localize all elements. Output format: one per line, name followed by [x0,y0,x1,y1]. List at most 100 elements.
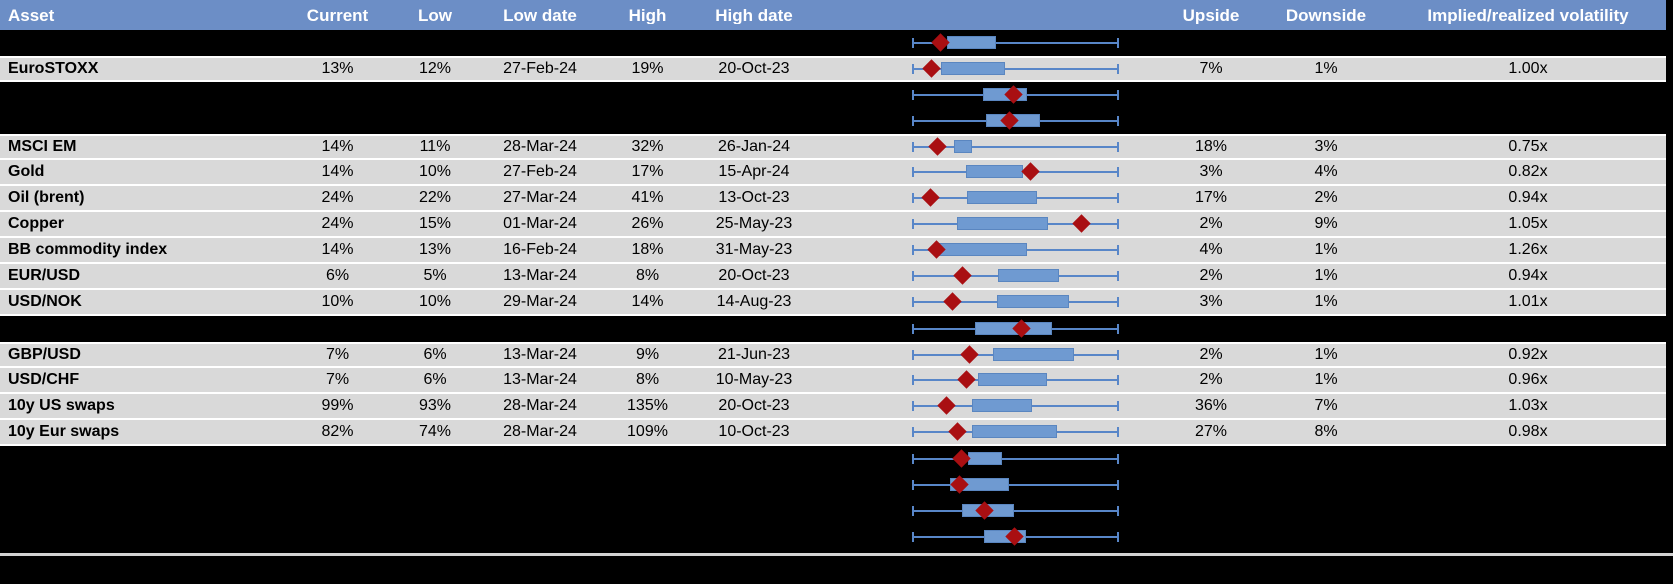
cell-current: 10% [321,294,354,310]
current-diamond [922,59,941,78]
box [997,295,1069,308]
cell-downside: 4% [1314,164,1338,180]
boxplot [808,58,1160,80]
cell-current: 14% [321,164,354,180]
cell-upside: 3% [1199,164,1223,180]
cell-high-date: 13-Oct-23 [718,190,790,206]
whisker-cap-right [1117,167,1119,177]
whisker-cap-left [912,532,914,542]
whisker-cap-left [912,401,914,411]
table-row-msci-em: MSCI EM 14% 11% 28-Mar-24 32% 26-Jan-24 18% 3% 0… [0,134,1666,160]
whisker-cap-left [912,480,914,490]
cell-upside: 2% [1199,216,1223,232]
volatility-table: Asset Current Low Low date High High date Upsi… [0,0,1666,550]
cell-implied-realized: 0.75x [1508,139,1548,155]
cell-current: 7% [325,347,350,363]
table-row-copper: Copper 24% 15% 01-Mar-24 26% 25-May-23 2% 9% 1.0… [0,212,1666,238]
cell-implied-realized: 0.94x [1508,190,1548,206]
cell-high: 17% [631,164,664,180]
whisker-cap-right [1117,297,1119,307]
cell-high: 9% [635,347,660,363]
current-diamond [953,266,973,285]
bottom-separator-line [0,553,1673,556]
cell-current: 24% [321,216,354,232]
cell-high-date: 26-Jan-24 [717,139,791,155]
cell-low-date: 28-Mar-24 [503,139,577,155]
cell-high: 41% [631,190,664,206]
table-row-eur-usd: EUR/USD 6% 5% 13-Mar-24 8% 20-Oct-23 2% 1% 0.94x [0,264,1666,290]
cell-low-date: 29-Mar-24 [503,294,577,310]
cell-current: 99% [321,398,354,414]
whisker-cap-left [912,142,914,152]
boxplot [808,264,1160,288]
boxplot [808,186,1160,210]
cell-downside: 9% [1314,216,1338,232]
cell-low: 93% [418,398,452,414]
whisker-cap-right [1117,219,1119,229]
whisker-cap-left [912,271,914,281]
cell-downside: 7% [1314,398,1338,414]
cell-high-date: 15-Apr-24 [718,164,790,180]
header-low: Low [418,6,452,24]
cell-low-date: 27-Feb-24 [503,164,577,180]
cell-low: 6% [423,372,447,388]
box [946,36,997,49]
current-diamond [936,396,956,415]
cell-upside: 17% [1194,190,1228,206]
boxplot [808,394,1160,418]
whisker-cap-left [912,38,914,48]
table-row-bb-commodity-index: BB commodity index 14% 13% 16-Feb-24 18% 31-M… [0,238,1666,264]
boxplot [808,368,1160,392]
cell-implied-realized: 0.94x [1508,268,1548,284]
cell-low: 22% [418,190,452,206]
box [956,217,1049,230]
cell-high-date: 14-Aug-23 [716,294,792,310]
whisker-cap-right [1117,375,1119,385]
box [966,165,1024,178]
table-row-gold: Gold 14% 10% 27-Feb-24 17% 15-Apr-24 3% 4% 0.82x [0,160,1666,186]
cell-high-date: 25-May-23 [715,216,793,232]
whisker-line [913,146,1118,148]
cell-downside: 3% [1314,139,1338,155]
cell-downside: 1% [1314,347,1338,363]
box [993,348,1074,361]
header-upside: Upside [1182,6,1240,24]
whisker-line [913,484,1118,486]
cell-high-date: 21-Jun-23 [717,347,791,363]
cell-implied-realized: 1.00x [1508,61,1548,77]
table-row-redacted [0,446,1666,472]
cell-current: 6% [325,268,350,284]
cell-current: 24% [321,190,354,206]
header-high: High [628,6,667,24]
current-diamond [928,137,947,156]
cell-low: 5% [423,268,447,284]
table-row-redacted [0,498,1666,524]
cell-downside: 1% [1314,61,1338,77]
table-row-10y-eur-swaps: 10y Eur swaps 82% 74% 28-Mar-24 109% 10-Oct-2… [0,420,1666,446]
boxplot [808,30,1160,56]
boxplot [808,524,1160,550]
table-row-redacted [0,472,1666,498]
whisker-cap-left [912,116,914,126]
cell-high-date: 10-May-23 [715,372,793,388]
table-row-redacted [0,30,1666,56]
box [998,269,1059,282]
cell-low-date: 13-Mar-24 [503,268,577,284]
cell-implied-realized: 0.82x [1508,164,1548,180]
cell-downside: 1% [1314,242,1338,258]
box [954,140,973,153]
whisker-line [913,42,1118,44]
cell-high-date: 20-Oct-23 [718,268,790,284]
whisker-cap-right [1117,350,1119,360]
cell-low-date: 16-Feb-24 [503,242,577,258]
cell-implied-realized: 1.01x [1508,294,1548,310]
cell-asset: EUR/USD [8,268,81,284]
cell-low-date: 28-Mar-24 [503,398,577,414]
whisker-line [913,68,1118,70]
cell-upside: 3% [1199,294,1223,310]
cell-upside: 27% [1194,424,1228,440]
whisker-cap-right [1117,142,1119,152]
cell-low: 13% [418,242,452,258]
cell-high-date: 20-Oct-23 [718,61,790,77]
whisker-cap-right [1117,271,1119,281]
